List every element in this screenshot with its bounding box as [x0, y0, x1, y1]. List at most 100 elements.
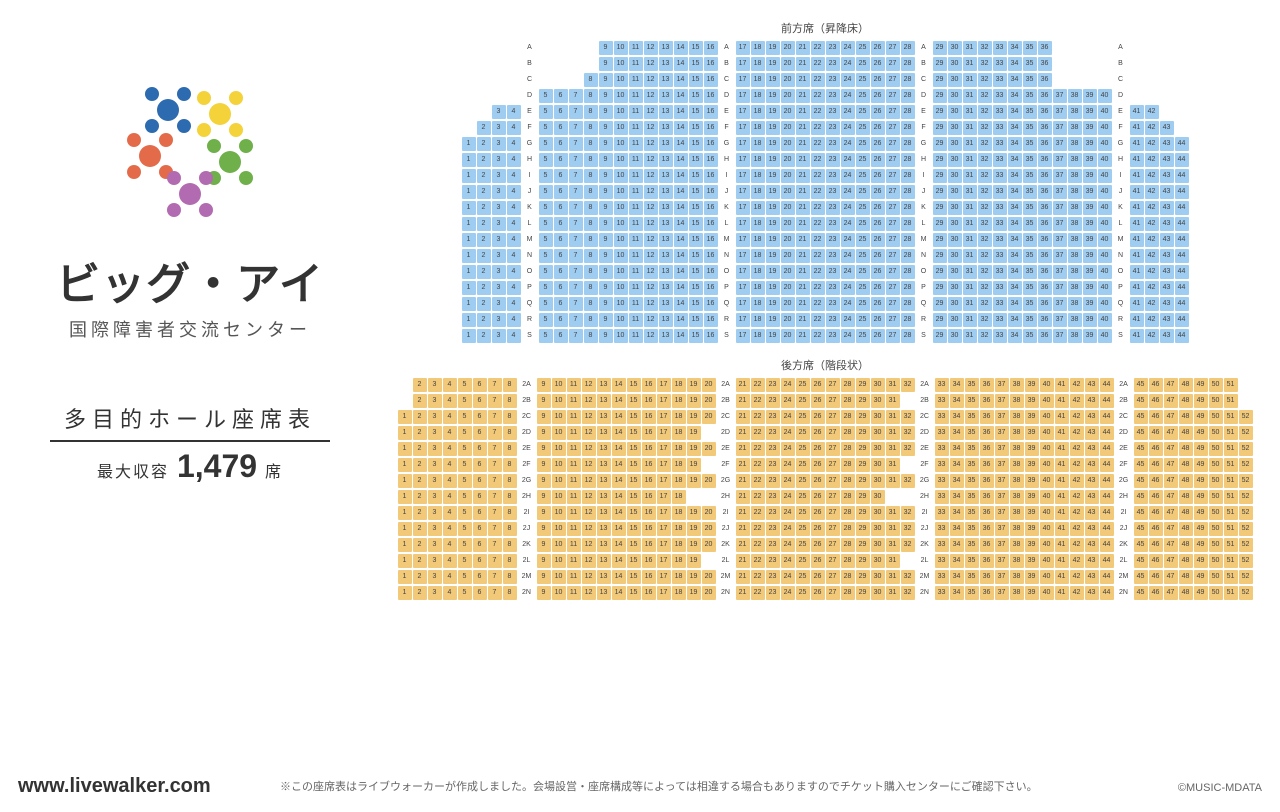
seat[interactable]: 6 [473, 410, 487, 424]
seat[interactable]: 30 [948, 41, 962, 55]
seat[interactable]: 45 [1134, 586, 1148, 600]
seat[interactable]: 6 [473, 586, 487, 600]
seat[interactable]: 32 [978, 121, 992, 135]
seat[interactable]: 9 [599, 89, 613, 103]
seat[interactable]: 40 [1040, 394, 1054, 408]
seat[interactable]: 5 [539, 121, 553, 135]
seat[interactable]: 47 [1164, 538, 1178, 552]
seat[interactable]: 10 [614, 201, 628, 215]
seat[interactable]: 29 [933, 249, 947, 263]
seat[interactable]: 5 [539, 249, 553, 263]
seat[interactable]: 19 [766, 217, 780, 231]
seat[interactable]: 34 [1008, 233, 1022, 247]
seat[interactable]: 19 [687, 538, 701, 552]
seat[interactable]: 20 [781, 105, 795, 119]
seat[interactable]: 30 [871, 474, 885, 488]
seat[interactable]: 36 [980, 538, 994, 552]
seat[interactable]: 8 [584, 297, 598, 311]
seat[interactable]: 30 [948, 121, 962, 135]
seat[interactable]: 17 [736, 313, 750, 327]
seat[interactable]: 32 [901, 586, 915, 600]
seat[interactable]: 3 [492, 281, 506, 295]
seat[interactable]: 8 [584, 313, 598, 327]
seat[interactable]: 5 [458, 410, 472, 424]
seat[interactable]: 46 [1149, 554, 1163, 568]
seat[interactable]: 44 [1100, 554, 1114, 568]
seat[interactable]: 46 [1149, 442, 1163, 456]
seat[interactable]: 39 [1025, 506, 1039, 520]
seat[interactable]: 8 [584, 169, 598, 183]
seat[interactable]: 45 [1134, 458, 1148, 472]
seat[interactable]: 24 [841, 121, 855, 135]
seat[interactable]: 4 [507, 265, 521, 279]
seat[interactable]: 18 [751, 217, 765, 231]
seat[interactable]: 47 [1164, 458, 1178, 472]
seat[interactable]: 34 [950, 474, 964, 488]
seat[interactable]: 11 [629, 297, 643, 311]
seat[interactable]: 4 [507, 329, 521, 343]
seat[interactable]: 24 [781, 538, 795, 552]
seat[interactable]: 45 [1134, 394, 1148, 408]
seat[interactable]: 9 [599, 185, 613, 199]
seat[interactable]: 19 [766, 249, 780, 263]
seat[interactable]: 4 [443, 458, 457, 472]
seat[interactable]: 12 [582, 506, 596, 520]
seat[interactable]: 32 [978, 297, 992, 311]
seat[interactable]: 41 [1130, 329, 1144, 343]
seat[interactable]: 35 [965, 506, 979, 520]
seat[interactable]: 39 [1025, 442, 1039, 456]
seat[interactable]: 37 [1053, 121, 1067, 135]
seat[interactable]: 27 [886, 233, 900, 247]
seat[interactable]: 25 [856, 137, 870, 151]
seat[interactable]: 36 [980, 586, 994, 600]
seat[interactable]: 30 [948, 89, 962, 103]
seat[interactable]: 25 [796, 506, 810, 520]
seat[interactable]: 3 [492, 313, 506, 327]
seat[interactable]: 11 [629, 169, 643, 183]
seat[interactable]: 6 [554, 217, 568, 231]
seat[interactable]: 9 [599, 201, 613, 215]
seat[interactable]: 11 [567, 378, 581, 392]
seat[interactable]: 17 [657, 394, 671, 408]
seat[interactable]: 10 [552, 570, 566, 584]
seat[interactable]: 1 [462, 201, 476, 215]
seat[interactable]: 42 [1145, 249, 1159, 263]
seat[interactable]: 20 [702, 378, 716, 392]
seat[interactable]: 16 [642, 378, 656, 392]
seat[interactable]: 16 [642, 570, 656, 584]
seat[interactable]: 29 [933, 201, 947, 215]
seat[interactable]: 38 [1010, 410, 1024, 424]
seat[interactable]: 37 [995, 522, 1009, 536]
seat[interactable]: 23 [826, 313, 840, 327]
seat[interactable]: 18 [672, 458, 686, 472]
seat[interactable]: 7 [569, 313, 583, 327]
seat[interactable]: 8 [584, 329, 598, 343]
seat[interactable]: 41 [1130, 185, 1144, 199]
seat[interactable]: 27 [886, 297, 900, 311]
seat[interactable]: 19 [687, 586, 701, 600]
seat[interactable]: 1 [462, 185, 476, 199]
seat[interactable]: 17 [736, 105, 750, 119]
seat[interactable]: 11 [567, 410, 581, 424]
seat[interactable]: 34 [950, 586, 964, 600]
seat[interactable]: 44 [1100, 474, 1114, 488]
seat[interactable]: 32 [978, 217, 992, 231]
seat[interactable]: 8 [503, 554, 517, 568]
seat[interactable]: 7 [488, 538, 502, 552]
seat[interactable]: 24 [841, 185, 855, 199]
seat[interactable]: 21 [796, 329, 810, 343]
seat[interactable]: 29 [856, 538, 870, 552]
seat[interactable]: 34 [1008, 169, 1022, 183]
seat[interactable]: 40 [1098, 121, 1112, 135]
seat[interactable]: 41 [1055, 538, 1069, 552]
seat[interactable]: 37 [995, 426, 1009, 440]
seat[interactable]: 51 [1224, 378, 1238, 392]
seat[interactable]: 38 [1068, 153, 1082, 167]
seat[interactable]: 36 [980, 570, 994, 584]
seat[interactable]: 23 [826, 89, 840, 103]
seat[interactable]: 46 [1149, 506, 1163, 520]
seat[interactable]: 6 [473, 490, 487, 504]
seat[interactable]: 7 [569, 265, 583, 279]
seat[interactable]: 19 [766, 313, 780, 327]
seat[interactable]: 32 [901, 410, 915, 424]
